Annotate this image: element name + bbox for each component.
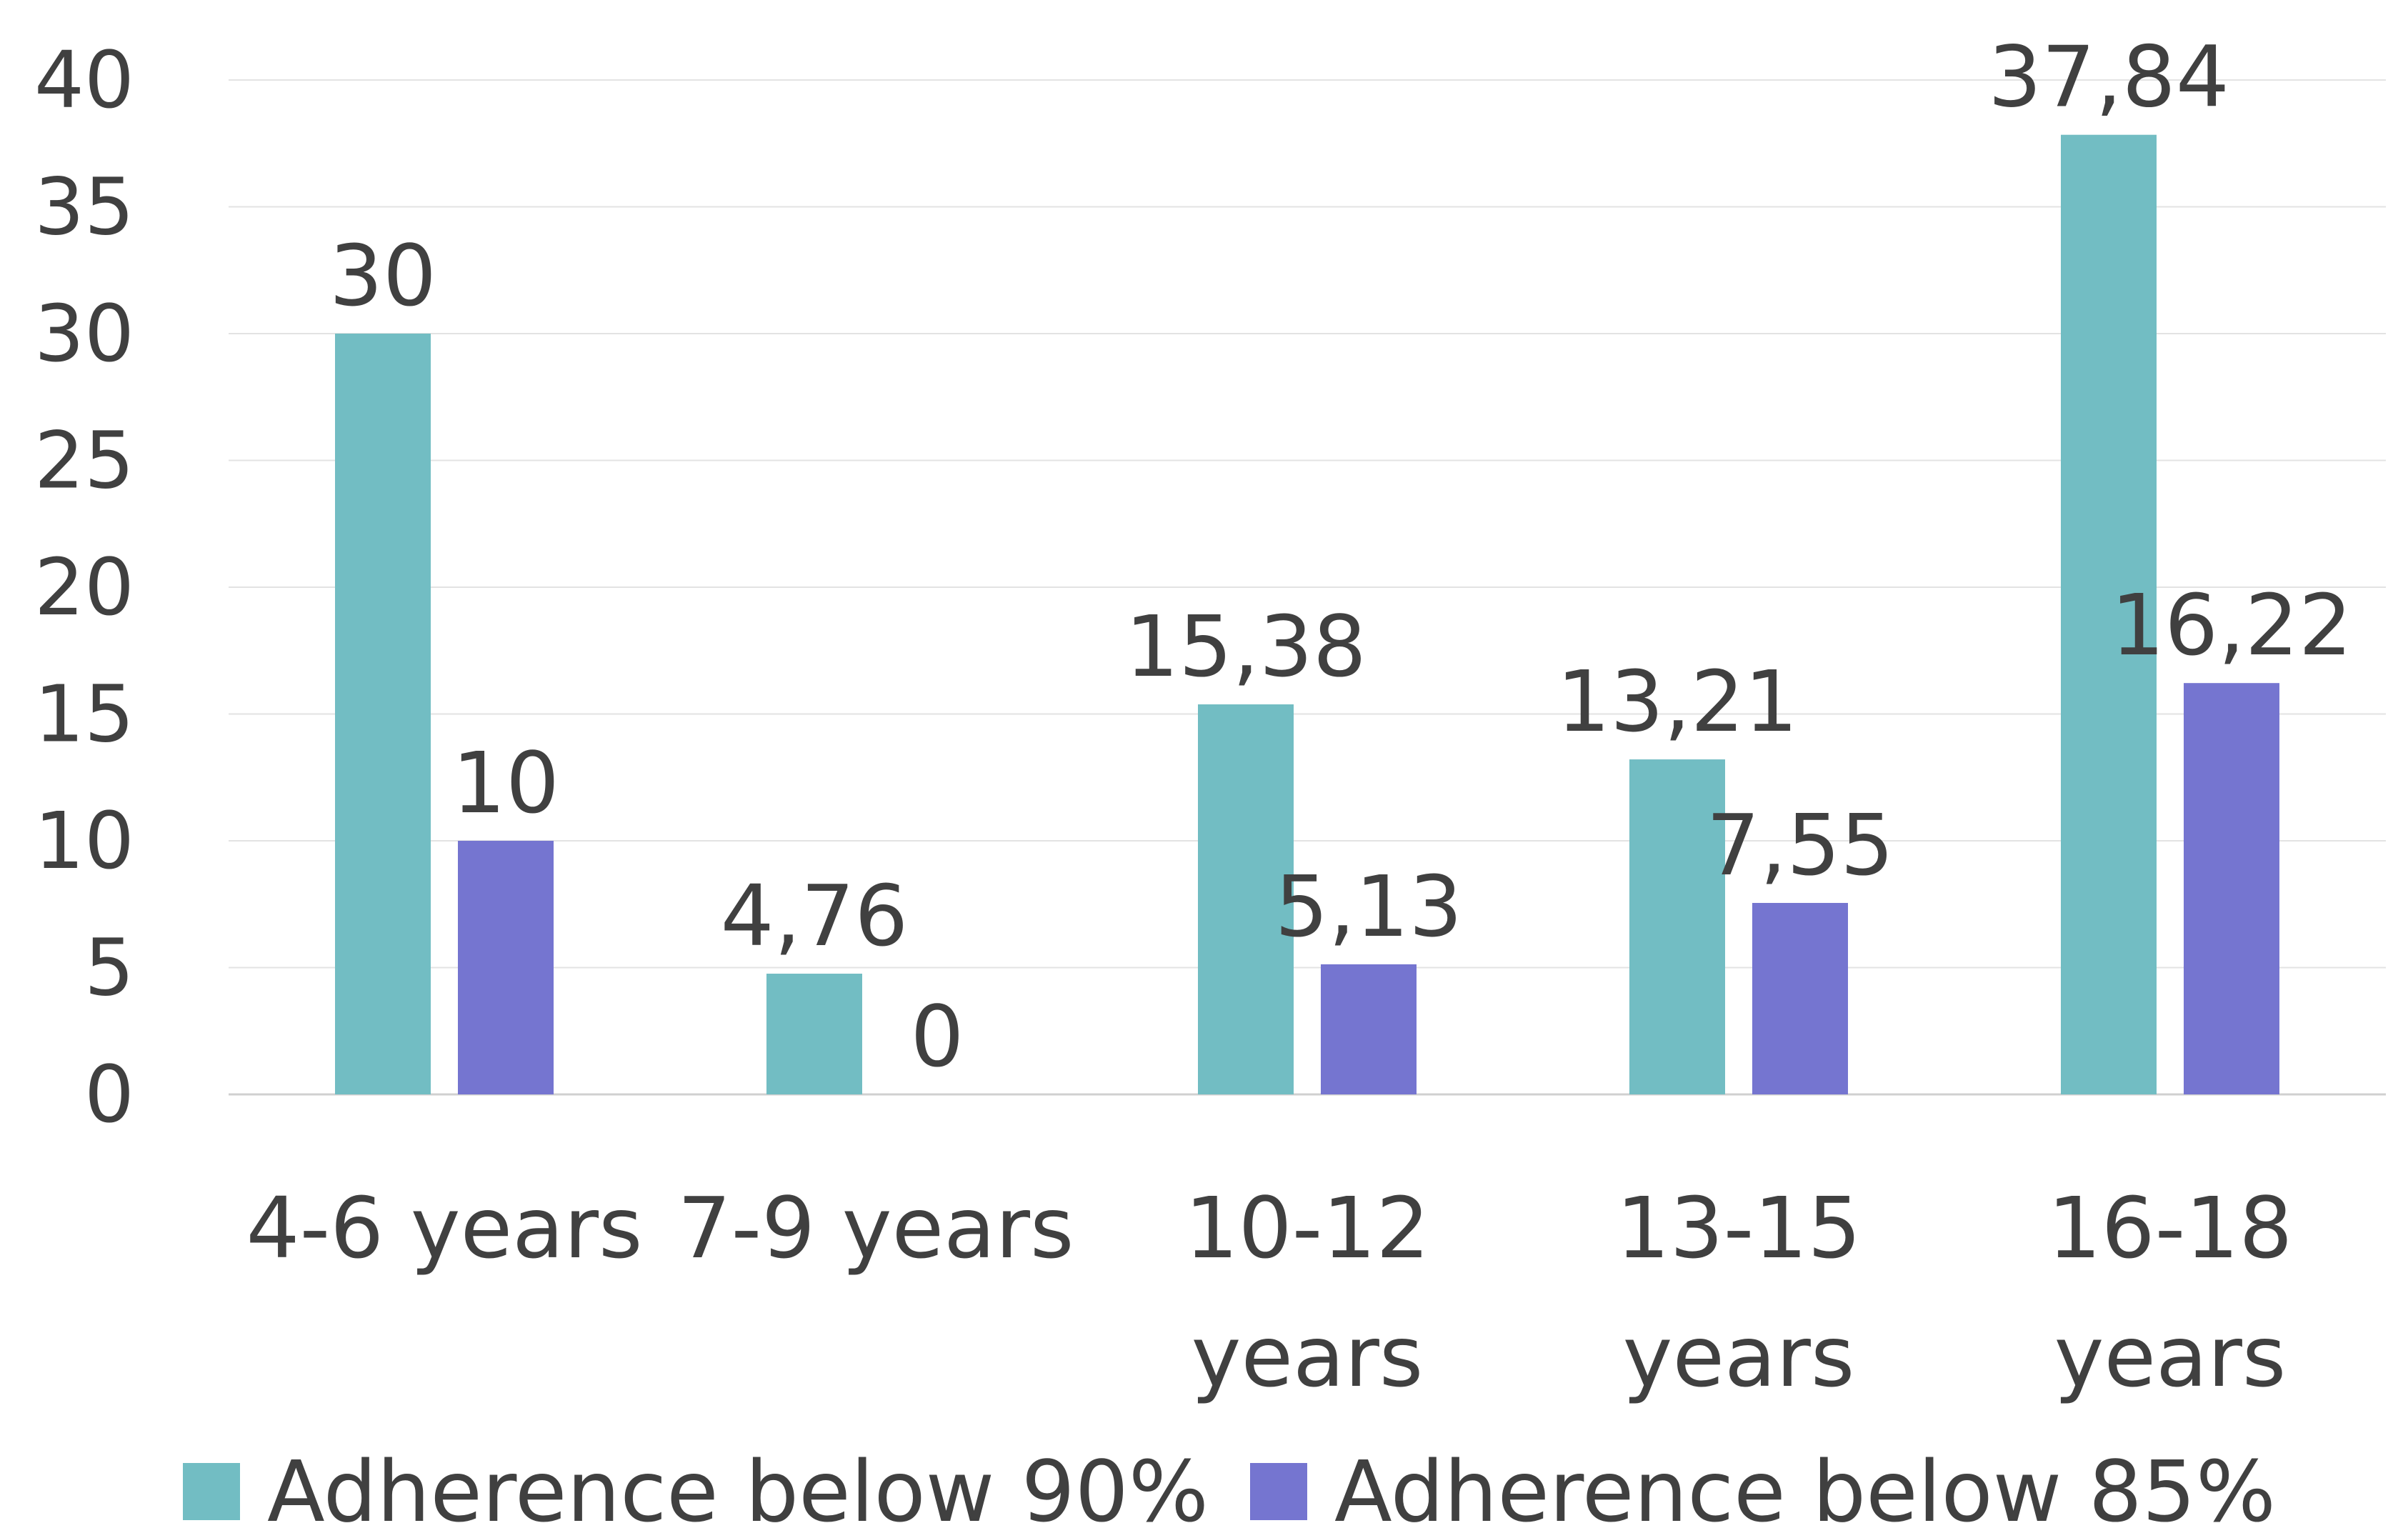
y-tick-label: 40 (34, 34, 134, 126)
data-label: 10 (452, 734, 559, 832)
legend-swatch (1250, 1463, 1307, 1520)
data-label: 15,38 (1125, 597, 1367, 696)
x-tick-label: 7-9 years (678, 1179, 1074, 1277)
x-tick-label: 10-12 (1185, 1179, 1430, 1277)
data-label: 4,76 (721, 867, 909, 965)
y-tick-label: 20 (34, 541, 134, 633)
legend-label: Adherence below 85% (1334, 1442, 2276, 1523)
y-tick-label: 25 (34, 415, 134, 506)
x-tick-label: 16-18 (2048, 1179, 2293, 1277)
bar-series-2-1 (458, 841, 554, 1094)
y-tick-label: 0 (84, 1049, 134, 1140)
bar-series-2-4 (1752, 903, 1848, 1094)
data-label: 16,22 (2111, 576, 2352, 674)
y-tick-label: 15 (34, 669, 134, 760)
bar-series-2-5 (2184, 683, 2279, 1094)
y-tick-label: 10 (34, 795, 134, 887)
legend-label: Adherence below 90% (267, 1442, 1209, 1523)
data-label: 37,84 (1988, 28, 2229, 126)
data-label: 0 (910, 987, 964, 1086)
data-labels: 30 4,76 15,38 13,21 37,84 10 0 5,13 7,55 16,22 (329, 28, 2352, 1086)
bar-series-2-3 (1321, 964, 1417, 1094)
x-tick-label: years (1623, 1307, 1855, 1406)
data-label: 13,21 (1557, 652, 1798, 751)
data-label: 7,55 (1707, 796, 1894, 894)
bar-series-1-2 (766, 974, 862, 1094)
data-label: 5,13 (1275, 857, 1463, 956)
x-tick-label: 13-15 (1617, 1179, 1862, 1277)
x-axis: 4-6 years 7-9 years 10-12 years 13-15 years 16… (246, 1179, 2293, 1406)
x-tick-label: years (1191, 1307, 1424, 1406)
y-tick-label: 5 (84, 922, 134, 1014)
bar-series-1-1 (335, 334, 431, 1094)
data-label: 30 (329, 226, 436, 325)
y-tick-label: 30 (34, 288, 134, 379)
legend-swatch (183, 1463, 240, 1520)
x-tick-label: 4-6 years (246, 1179, 643, 1277)
x-tick-label: years (2054, 1307, 2287, 1406)
legend: Adherence below 90% Adherence below 85% (183, 1442, 2276, 1523)
y-tick-label: 35 (34, 161, 134, 253)
y-axis: 0 5 10 15 20 25 30 35 40 (34, 34, 134, 1140)
